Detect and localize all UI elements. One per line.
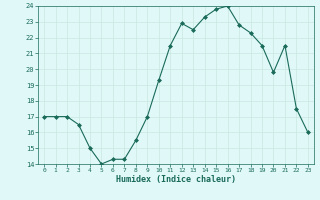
- X-axis label: Humidex (Indice chaleur): Humidex (Indice chaleur): [116, 175, 236, 184]
